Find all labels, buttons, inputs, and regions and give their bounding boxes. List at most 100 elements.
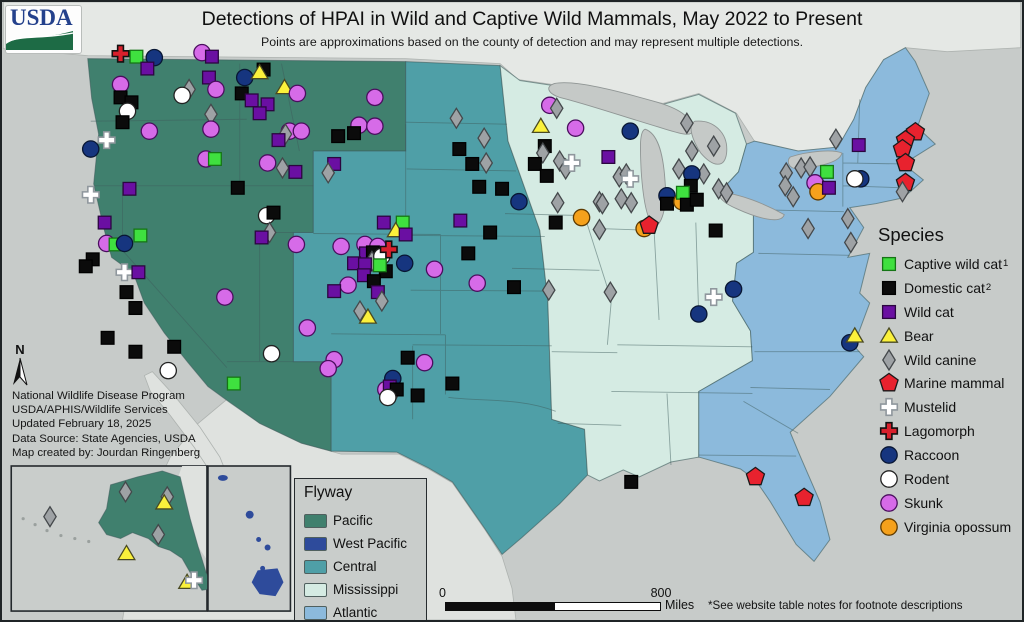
marker-wild_cat bbox=[254, 230, 269, 245]
flyway-legend-items: Pacific West Pacific Central Mississippi Atl… bbox=[304, 509, 426, 620]
wild_canine-icon bbox=[882, 348, 896, 371]
marker-rodent bbox=[173, 86, 191, 105]
legend-item-virginia_opossum: Virginia opossum bbox=[878, 515, 1022, 539]
marker-domestic_cat bbox=[128, 344, 143, 359]
marker-skunk bbox=[111, 75, 130, 94]
legend-item-captive_wild_cat: Captive wild cat 1 bbox=[878, 252, 1022, 276]
marker-wild_canine bbox=[671, 157, 686, 181]
marker-bear bbox=[845, 326, 865, 343]
usda-logo-text: USDA bbox=[10, 6, 73, 30]
canada-land bbox=[2, 2, 1022, 152]
marker-captive_wild_cat bbox=[129, 49, 144, 64]
marker-captive_wild_cat bbox=[207, 151, 222, 166]
legend-item-label: Skunk bbox=[904, 494, 943, 511]
flyway-item-label: Central bbox=[333, 559, 377, 574]
marker-domestic_cat bbox=[78, 259, 93, 274]
marker-wild_cat bbox=[131, 265, 146, 280]
species-legend-items: Captive wild cat 1 Domestic cat 2 Wild cat Be… bbox=[878, 252, 1022, 539]
flyway-item-label: West Pacific bbox=[333, 536, 408, 551]
marker-bear bbox=[117, 544, 136, 561]
alaska-canada-sliver bbox=[178, 465, 206, 559]
marker-skunk bbox=[258, 154, 277, 172]
marker-wild_canine bbox=[843, 231, 858, 254]
marker-wild_canine bbox=[679, 112, 694, 135]
marker-bear bbox=[531, 116, 551, 134]
marker-wild_cat bbox=[201, 70, 216, 85]
marker-skunk bbox=[292, 122, 311, 140]
marker-lagomorph bbox=[379, 240, 398, 259]
attribution-block: National Wildlife Disease Program USDA/AP… bbox=[12, 389, 200, 460]
marker-wild_canine bbox=[550, 191, 565, 214]
scalebar-empty-segment bbox=[555, 602, 661, 611]
marker-bear bbox=[274, 78, 294, 95]
legend-item-raccoon: Raccoon bbox=[878, 443, 1022, 467]
legend-item-mustelid: Mustelid bbox=[878, 395, 1022, 419]
marker-domestic_cat bbox=[483, 225, 498, 240]
marker-virginia_opossum bbox=[572, 208, 591, 227]
captive_wild_cat-icon bbox=[881, 256, 897, 271]
scalebar-unit: Miles bbox=[665, 598, 695, 612]
footnote-text: *See website table notes for footnote de… bbox=[708, 599, 963, 612]
legend-item-label: Virginia opossum bbox=[904, 518, 1012, 535]
marker-raccoon bbox=[395, 254, 414, 273]
marker-wild_canine bbox=[541, 278, 556, 302]
marker-domestic_cat bbox=[410, 388, 425, 403]
marker-wild_canine bbox=[801, 217, 816, 240]
marker-domestic_cat bbox=[128, 301, 143, 316]
marker-wild_canine bbox=[684, 139, 699, 163]
marker-wild_canine bbox=[595, 192, 610, 215]
north-arrow-label: N bbox=[15, 342, 25, 357]
marker-marine_mammal bbox=[745, 466, 766, 486]
marker-wild_canine bbox=[719, 181, 734, 204]
legend-item-label: Domestic cat bbox=[904, 279, 985, 296]
hawaii-islands bbox=[217, 474, 284, 597]
attribution-line: Map created by: Jourdan Ringenberg bbox=[12, 446, 201, 459]
marker-domestic_cat bbox=[115, 115, 130, 130]
marker-domestic_cat bbox=[659, 196, 675, 211]
flyway-item-central: Central bbox=[304, 555, 426, 578]
flyway-region-atlantic bbox=[698, 47, 937, 563]
marker-skunk bbox=[288, 84, 307, 103]
marker-mustelid bbox=[185, 571, 204, 590]
mississippi-color-swatch bbox=[304, 582, 327, 597]
bear-icon bbox=[879, 326, 899, 343]
marker-domestic_cat bbox=[266, 205, 281, 220]
flyway-item-mississippi: Mississippi bbox=[304, 578, 426, 601]
marker-rodent bbox=[845, 170, 864, 188]
marker-marine_mammal bbox=[639, 215, 659, 234]
marker-lagomorph bbox=[111, 44, 130, 63]
virginia_opossum-icon bbox=[880, 517, 898, 536]
marker-wild_canine bbox=[321, 161, 336, 185]
lake-superior bbox=[548, 82, 694, 135]
marker-domestic_cat bbox=[495, 181, 510, 196]
flyway-item-label: Atlantic bbox=[333, 605, 378, 620]
species-legend-title: Species bbox=[878, 224, 944, 245]
marker-domestic_cat bbox=[167, 339, 182, 354]
domestic_cat-icon bbox=[881, 280, 897, 295]
marker-wild_cat bbox=[851, 138, 866, 153]
marker-wild_canine bbox=[43, 505, 57, 528]
marker-wild_cat bbox=[601, 149, 616, 165]
scalebar-filled-segment bbox=[445, 602, 555, 611]
marker-domestic_cat bbox=[119, 285, 134, 300]
marker-marine_mammal bbox=[794, 487, 814, 507]
marker-wild_cat bbox=[288, 164, 303, 179]
legend-item-label: Mustelid bbox=[904, 399, 957, 416]
scalebar-start-label: 0 bbox=[439, 586, 446, 600]
marker-skunk bbox=[298, 319, 317, 337]
marker-wild_cat bbox=[327, 284, 342, 299]
marker-skunk bbox=[332, 237, 350, 256]
north-arrow: N bbox=[7, 342, 33, 392]
marker-wild_cat bbox=[244, 93, 259, 108]
marker-domestic_cat bbox=[347, 126, 362, 141]
marker-bear bbox=[358, 307, 378, 324]
legend-item-bear: Bear bbox=[878, 324, 1022, 348]
marker-wild_canine bbox=[592, 218, 607, 241]
attribution-line: Data Source: State Agencies, USDA bbox=[12, 432, 196, 445]
marker-captive_wild_cat bbox=[372, 258, 387, 273]
flyway-item-label: Pacific bbox=[333, 513, 373, 528]
marker-wild_canine bbox=[151, 523, 166, 546]
atlantic-color-swatch bbox=[304, 605, 327, 620]
marker-wild_canine bbox=[353, 299, 367, 323]
marker-captive_wild_cat bbox=[675, 185, 690, 200]
